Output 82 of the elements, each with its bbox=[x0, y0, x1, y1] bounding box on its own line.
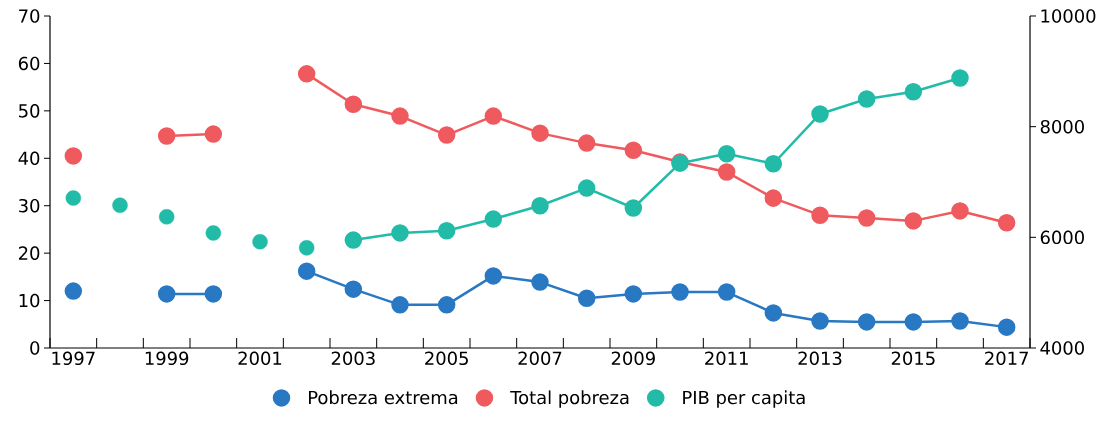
y-tick-label: 20 bbox=[18, 246, 40, 260]
point bbox=[531, 124, 549, 142]
point bbox=[951, 312, 969, 330]
point bbox=[204, 125, 223, 143]
point bbox=[811, 105, 829, 123]
y-tick-label: 10 bbox=[19, 293, 40, 308]
point bbox=[157, 285, 176, 303]
point bbox=[64, 147, 83, 165]
point bbox=[904, 83, 923, 101]
y-tick-label: 50 bbox=[19, 104, 40, 118]
point bbox=[484, 107, 503, 125]
y-tick-label: 30 bbox=[19, 198, 40, 213]
point bbox=[811, 206, 829, 224]
point bbox=[717, 145, 736, 163]
point bbox=[671, 283, 689, 301]
point bbox=[65, 190, 82, 206]
point bbox=[391, 107, 409, 125]
point bbox=[904, 212, 923, 230]
point bbox=[717, 163, 736, 181]
x-tick-label: 2001 bbox=[238, 351, 282, 366]
x-tick-label: 2003 bbox=[331, 351, 375, 366]
point bbox=[112, 197, 128, 213]
y2-tick-label: 8000 bbox=[1040, 119, 1084, 134]
point bbox=[437, 221, 456, 240]
x-tick-label: 2005 bbox=[425, 351, 468, 366]
point bbox=[997, 214, 1016, 232]
y2-tick-label: 4000 bbox=[1040, 341, 1084, 355]
legend-label: Pobreza extrema bbox=[309, 390, 458, 405]
y-tick-label: 0 bbox=[30, 341, 40, 355]
x-tick-label: 2013 bbox=[798, 351, 842, 366]
point bbox=[344, 231, 363, 249]
y-tick-label: 60 bbox=[18, 56, 40, 71]
point bbox=[904, 313, 923, 331]
y-tick-label: 40 bbox=[18, 151, 40, 166]
point bbox=[391, 224, 409, 242]
x-tick-label: 2017 bbox=[985, 351, 1028, 366]
point bbox=[577, 134, 596, 152]
point bbox=[204, 285, 223, 303]
point bbox=[577, 289, 596, 307]
point bbox=[624, 141, 643, 159]
point bbox=[344, 95, 363, 113]
legend-label: Total pobreza bbox=[510, 390, 629, 408]
point bbox=[764, 304, 783, 322]
point bbox=[531, 197, 549, 215]
point bbox=[484, 210, 503, 228]
point bbox=[437, 126, 456, 144]
point bbox=[297, 262, 316, 280]
x-tick-label: 2015 bbox=[891, 351, 935, 366]
point bbox=[624, 199, 643, 217]
point bbox=[531, 273, 549, 291]
point bbox=[484, 267, 503, 285]
x-tick-label: 2011 bbox=[705, 351, 748, 366]
x-tick-label: 2007 bbox=[518, 351, 562, 366]
point bbox=[297, 65, 316, 83]
y2-tick-label: 6000 bbox=[1040, 230, 1084, 245]
point bbox=[951, 69, 969, 87]
point bbox=[951, 202, 969, 220]
point bbox=[157, 127, 176, 145]
point bbox=[158, 209, 175, 225]
point bbox=[764, 154, 783, 173]
point bbox=[764, 189, 783, 207]
point bbox=[811, 312, 829, 330]
legend-label: PIB per capita bbox=[683, 390, 805, 408]
point bbox=[624, 285, 643, 303]
y-tick-label: 70 bbox=[19, 9, 40, 23]
point bbox=[64, 282, 83, 300]
point bbox=[437, 296, 456, 314]
point bbox=[252, 234, 268, 250]
point bbox=[857, 313, 876, 331]
y2-tick-label: 10000 bbox=[1041, 9, 1096, 23]
point bbox=[997, 318, 1016, 336]
x-tick-label: 1997 bbox=[52, 351, 95, 366]
x-tick-label: 1999 bbox=[145, 351, 189, 366]
point bbox=[391, 296, 409, 314]
point bbox=[857, 209, 876, 227]
x-tick-label: 2009 bbox=[611, 351, 655, 366]
point bbox=[717, 283, 736, 301]
point bbox=[344, 280, 363, 298]
point bbox=[577, 179, 596, 197]
point bbox=[205, 225, 222, 241]
point bbox=[298, 240, 315, 256]
point bbox=[857, 90, 876, 108]
